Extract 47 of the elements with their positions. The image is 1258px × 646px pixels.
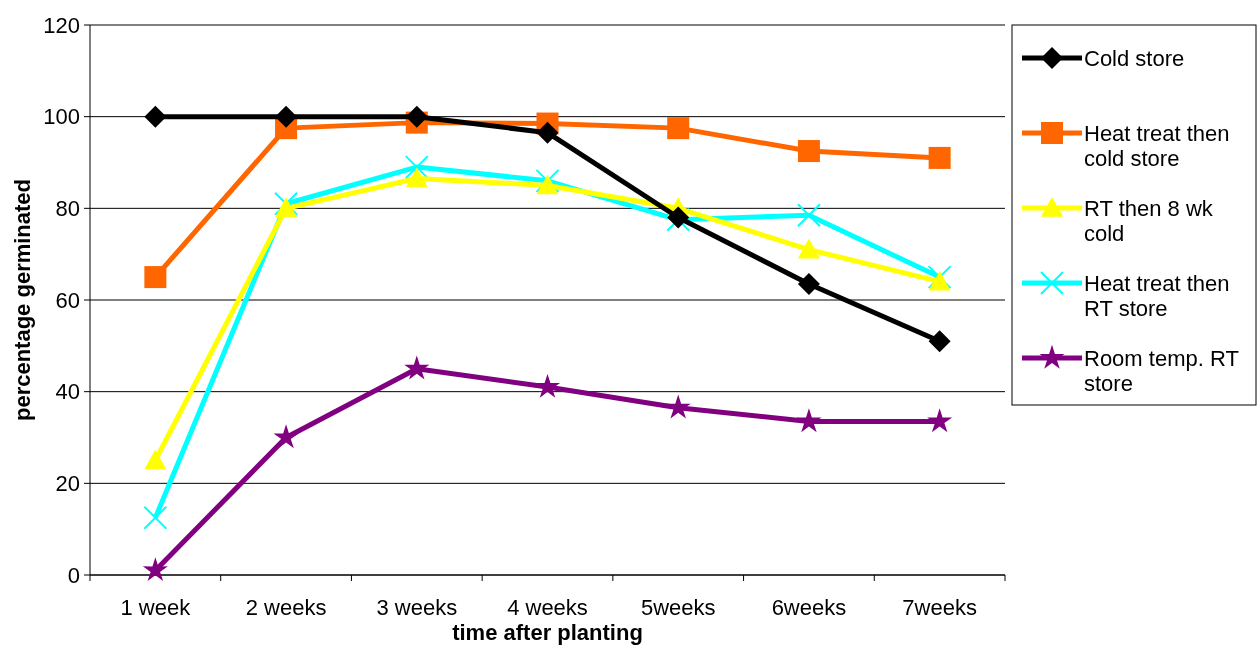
legend-label: Room temp. RT store [1084,345,1239,396]
point [142,557,168,582]
legend-label: Cold store [1084,45,1185,71]
point [928,146,951,169]
point [404,155,429,180]
point [143,505,168,530]
y-tick-label: 0 [67,562,80,588]
y-tick-label: 40 [55,379,80,405]
point [273,424,299,449]
point [144,449,167,470]
point [796,408,822,433]
point [536,121,559,144]
legend-label: Heat treat then RT store [1084,270,1230,321]
legend-label: Heat treat then cold store [1084,120,1230,171]
y-tick-label: 20 [55,471,80,497]
x-axis-title: time after planting [452,620,643,645]
point [405,105,428,128]
point [534,373,561,398]
y-axis-title: percentage germinated [10,178,35,422]
y-tick-label: 100 [43,104,80,130]
point [928,330,951,353]
point [144,266,167,289]
point [797,272,820,295]
y-tick-label: 60 [55,287,80,313]
point [275,197,298,218]
point [797,238,820,259]
point [927,408,953,433]
point [275,105,298,128]
point [405,167,428,188]
x-tick-label: 1 week [120,595,192,620]
point [536,174,559,195]
x-tick-label: 2 weeks [245,595,327,620]
point [796,203,821,228]
x-tick-label: 3 weeks [376,595,458,620]
point [144,105,167,128]
point [797,140,820,163]
x-tick-label: 5weeks [640,595,716,620]
point [665,394,691,419]
point [404,355,430,380]
legend-label: RT then 8 wk cold [1084,195,1214,246]
y-tick-label: 80 [55,196,80,222]
point [667,117,690,140]
x-tick-label: 6weeks [771,595,847,620]
x-tick-label: 4 weeks [507,595,588,620]
point [928,270,951,291]
y-tick-label: 120 [43,12,80,38]
x-tick-label: 7weeks [902,595,977,620]
